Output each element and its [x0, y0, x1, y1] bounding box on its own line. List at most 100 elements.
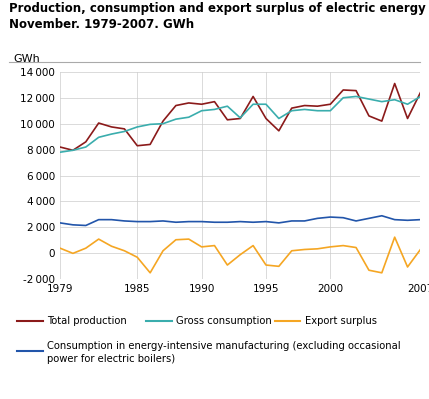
Gross consumption — [199, 108, 204, 113]
Export surplus — [289, 248, 294, 253]
Gross consumption — [96, 135, 101, 140]
Total production — [199, 102, 204, 107]
Total production — [57, 145, 63, 150]
Gross consumption — [173, 117, 178, 122]
Export surplus — [212, 243, 217, 248]
Total production — [289, 106, 294, 111]
Gross consumption — [263, 102, 269, 107]
Gross consumption — [392, 97, 397, 102]
Consumption in energy-intensive manufacturing (excluding occasional
power for electric boilers) — [328, 215, 333, 219]
Consumption in energy-intensive manufacturing (excluding occasional
power for electric boilers) — [289, 219, 294, 223]
Line: Total production: Total production — [60, 83, 420, 150]
Gross consumption — [418, 94, 423, 99]
Consumption in energy-intensive manufacturing (excluding occasional
power for electric boilers) — [315, 216, 320, 221]
Total production — [405, 116, 410, 121]
Total production — [70, 148, 76, 153]
Consumption in energy-intensive manufacturing (excluding occasional
power for electric boilers) — [186, 219, 191, 224]
Total production — [328, 102, 333, 107]
Export surplus — [148, 271, 153, 275]
Consumption in energy-intensive manufacturing (excluding occasional
power for electric boilers) — [173, 220, 178, 225]
Export surplus — [160, 248, 166, 253]
Total production — [225, 117, 230, 122]
Consumption in energy-intensive manufacturing (excluding occasional
power for electric boilers) — [418, 217, 423, 222]
Export surplus — [328, 245, 333, 249]
Consumption in energy-intensive manufacturing (excluding occasional
power for electric boilers) — [96, 217, 101, 222]
Gross consumption — [109, 132, 114, 136]
Total production — [160, 119, 166, 124]
Text: GWh: GWh — [13, 53, 40, 63]
Consumption in energy-intensive manufacturing (excluding occasional
power for electric boilers) — [109, 217, 114, 222]
Total production — [315, 104, 320, 109]
Gross consumption — [57, 150, 63, 155]
Export surplus — [173, 237, 178, 242]
Total production — [122, 126, 127, 131]
Export surplus — [366, 268, 372, 273]
Line: Export surplus: Export surplus — [60, 237, 420, 273]
Text: Production, consumption and export surplus of electric energy in
November. 1979-: Production, consumption and export surpl… — [9, 2, 429, 31]
Total production — [135, 143, 140, 148]
Gross consumption — [70, 148, 76, 153]
Gross consumption — [302, 107, 307, 112]
Gross consumption — [83, 145, 88, 150]
Total production — [302, 103, 307, 108]
Consumption in energy-intensive manufacturing (excluding occasional
power for electric boilers) — [148, 219, 153, 224]
Line: Consumption in energy-intensive manufacturing (excluding occasional
power for electric boilers): Consumption in energy-intensive manufact… — [60, 216, 420, 225]
Consumption in energy-intensive manufacturing (excluding occasional
power for electric boilers) — [70, 223, 76, 227]
Gross consumption — [135, 124, 140, 129]
Gross consumption — [122, 129, 127, 134]
Gross consumption — [276, 116, 281, 121]
Consumption in energy-intensive manufacturing (excluding occasional
power for electric boilers) — [212, 220, 217, 225]
Export surplus — [109, 244, 114, 249]
Consumption in energy-intensive manufacturing (excluding occasional
power for electric boilers) — [57, 221, 63, 225]
Text: Consumption in energy-intensive manufacturing (excluding occasional
power for el: Consumption in energy-intensive manufact… — [47, 341, 401, 363]
Consumption in energy-intensive manufacturing (excluding occasional
power for electric boilers) — [263, 219, 269, 224]
Total production — [83, 140, 88, 144]
Gross consumption — [353, 94, 359, 99]
Export surplus — [96, 237, 101, 241]
Total production — [263, 116, 269, 121]
Total production — [109, 124, 114, 129]
Export surplus — [302, 247, 307, 252]
Gross consumption — [251, 102, 256, 107]
Total production — [238, 116, 243, 121]
Export surplus — [392, 235, 397, 239]
Total production — [353, 88, 359, 93]
Text: Gross consumption: Gross consumption — [176, 316, 272, 326]
Total production — [418, 90, 423, 95]
Export surplus — [225, 263, 230, 267]
Gross consumption — [148, 122, 153, 127]
Export surplus — [418, 247, 423, 252]
Total production — [148, 142, 153, 147]
Gross consumption — [379, 99, 384, 104]
Consumption in energy-intensive manufacturing (excluding occasional
power for electric boilers) — [83, 223, 88, 228]
Text: Total production: Total production — [47, 316, 127, 326]
Gross consumption — [328, 108, 333, 113]
Gross consumption — [225, 104, 230, 109]
Consumption in energy-intensive manufacturing (excluding occasional
power for electric boilers) — [353, 219, 359, 223]
Gross consumption — [160, 121, 166, 126]
Total production — [341, 88, 346, 93]
Consumption in energy-intensive manufacturing (excluding occasional
power for electric boilers) — [366, 216, 372, 221]
Total production — [276, 128, 281, 133]
Consumption in energy-intensive manufacturing (excluding occasional
power for electric boilers) — [199, 219, 204, 224]
Consumption in energy-intensive manufacturing (excluding occasional
power for electric boilers) — [379, 213, 384, 218]
Gross consumption — [405, 102, 410, 107]
Total production — [366, 113, 372, 118]
Consumption in energy-intensive manufacturing (excluding occasional
power for electric boilers) — [405, 218, 410, 223]
Export surplus — [251, 243, 256, 248]
Export surplus — [238, 252, 243, 257]
Gross consumption — [289, 108, 294, 113]
Consumption in energy-intensive manufacturing (excluding occasional
power for electric boilers) — [302, 219, 307, 223]
Consumption in energy-intensive manufacturing (excluding occasional
power for electric boilers) — [225, 220, 230, 225]
Export surplus — [276, 264, 281, 269]
Export surplus — [353, 245, 359, 250]
Export surplus — [315, 247, 320, 251]
Consumption in energy-intensive manufacturing (excluding occasional
power for electric boilers) — [238, 219, 243, 224]
Consumption in energy-intensive manufacturing (excluding occasional
power for electric boilers) — [251, 220, 256, 225]
Total production — [379, 119, 384, 124]
Total production — [173, 103, 178, 108]
Export surplus — [70, 251, 76, 256]
Export surplus — [186, 237, 191, 241]
Gross consumption — [212, 107, 217, 112]
Export surplus — [122, 248, 127, 253]
